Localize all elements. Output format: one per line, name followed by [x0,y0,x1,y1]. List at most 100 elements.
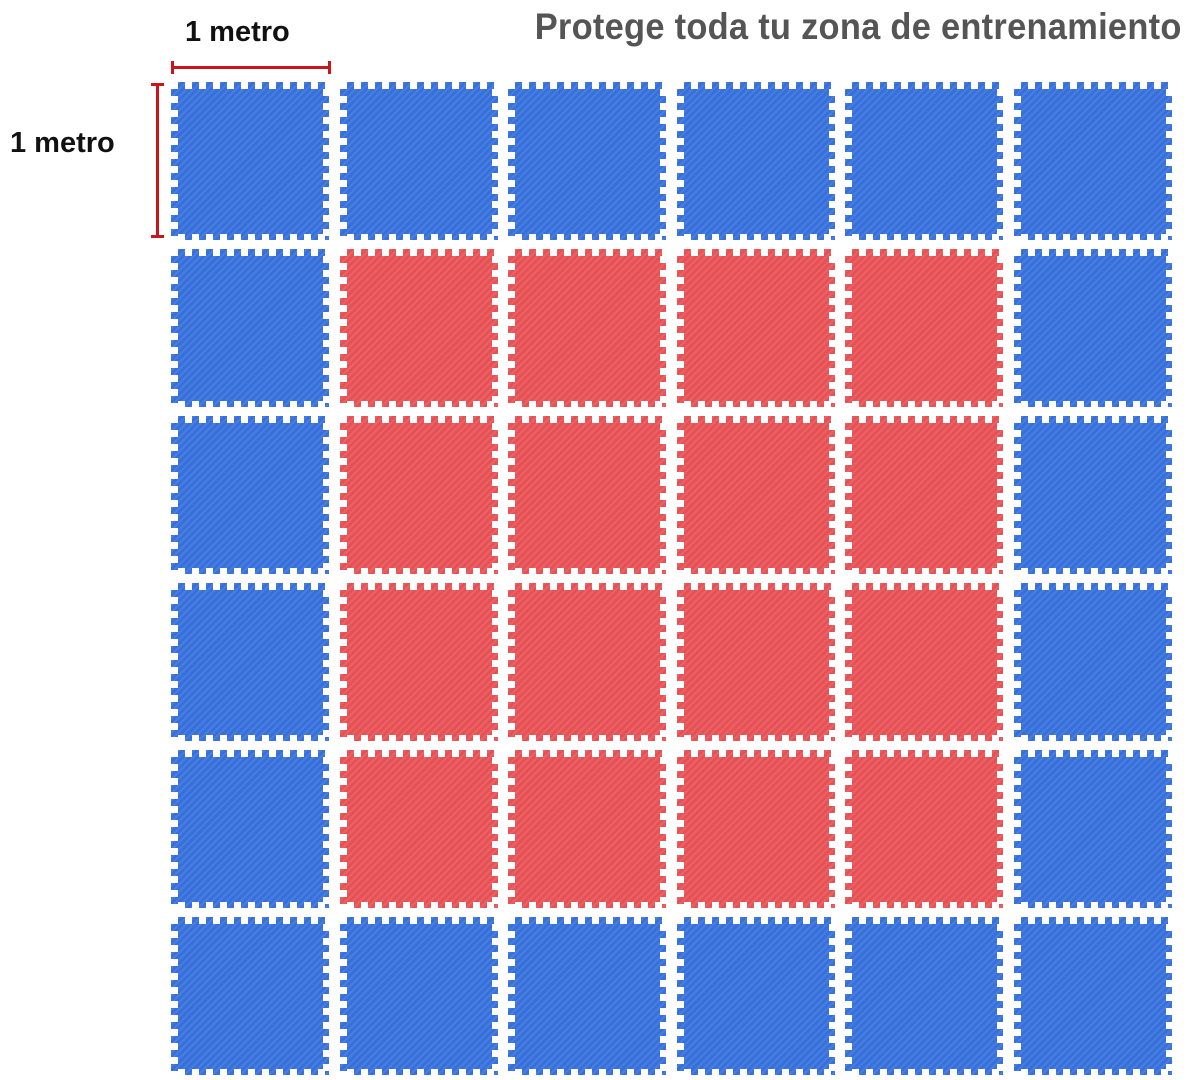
mat-tile-blue [1013,416,1172,574]
mat-tile-red [845,583,1003,741]
mat-tile-blue [676,82,835,240]
tile-edge-notch [1165,416,1172,574]
mat-tile-red [508,249,666,407]
mat-tile-red [676,583,835,741]
width-dimension-label: 1 metro [185,16,290,48]
tile-edge-notch [171,1069,329,1075]
mat-tile-blue [171,917,329,1075]
mat-tile-red [508,583,666,741]
tile-edge-notch [660,82,666,240]
tile-edge-notch [508,735,666,741]
width-dimension-marker [171,61,331,74]
mat-tile-grid [171,82,1172,1075]
mat-tile-blue [845,917,1003,1075]
tile-edge-notch [491,750,498,908]
tile-edge-notch [339,568,498,574]
tile-edge-notch [171,234,329,240]
tile-edge-notch [997,82,1003,240]
tile-edge-notch [323,583,329,741]
tile-edge-notch [491,82,498,240]
tile-edge-notch [1013,1069,1172,1075]
tile-edge-notch [845,568,1003,574]
tile-edge-notch [1165,917,1172,1075]
tile-edge-notch [508,1069,666,1075]
tile-edge-notch [508,401,666,407]
tile-edge-notch [339,1069,498,1075]
mat-tile-blue [171,249,329,407]
tile-edge-notch [171,401,329,407]
tile-edge-notch [508,902,666,908]
tile-edge-notch [660,750,666,908]
tile-edge-notch [828,750,835,908]
tile-edge-notch [1165,249,1172,407]
tile-edge-notch [845,234,1003,240]
mat-tile-red [339,249,498,407]
tile-edge-notch [491,249,498,407]
tile-edge-notch [997,249,1003,407]
tile-edge-notch [660,917,666,1075]
tile-edge-notch [339,234,498,240]
tile-edge-notch [828,583,835,741]
tile-edge-notch [1165,82,1172,240]
tile-edge-notch [339,401,498,407]
mat-tile-blue [508,82,666,240]
tile-edge-notch [676,902,835,908]
mat-tile-red [339,583,498,741]
mat-tile-red [845,750,1003,908]
tile-edge-notch [828,82,835,240]
mat-tile-blue [1013,750,1172,908]
tile-edge-notch [828,416,835,574]
mat-tile-red [845,416,1003,574]
tile-edge-notch [676,234,835,240]
mat-tile-red [676,416,835,574]
tile-edge-notch [997,750,1003,908]
mat-tile-blue [171,416,329,574]
tile-edge-notch [828,917,835,1075]
tile-edge-notch [323,750,329,908]
mat-tile-red [676,249,835,407]
mat-tile-blue [1013,917,1172,1075]
tile-edge-notch [491,416,498,574]
tile-edge-notch [845,1069,1003,1075]
tile-edge-notch [676,568,835,574]
mat-tile-blue [171,583,329,741]
tile-edge-notch [845,735,1003,741]
page-title: Protege toda tu zona de entrenamiento [535,6,1182,47]
tile-edge-notch [1165,750,1172,908]
mat-tile-red [339,416,498,574]
mat-tile-blue [508,917,666,1075]
tile-edge-notch [676,401,835,407]
tile-edge-notch [171,735,329,741]
tile-edge-notch [997,917,1003,1075]
tile-edge-notch [171,902,329,908]
tile-edge-notch [339,735,498,741]
tile-edge-notch [676,1069,835,1075]
tile-edge-notch [660,249,666,407]
mat-tile-blue [845,82,1003,240]
tile-edge-notch [845,902,1003,908]
tile-edge-notch [171,568,329,574]
tile-edge-notch [508,234,666,240]
tile-edge-notch [491,583,498,741]
tile-edge-notch [1013,401,1172,407]
mat-tile-red [508,416,666,574]
tile-edge-notch [323,917,329,1075]
tile-edge-notch [845,401,1003,407]
mat-tile-blue [1013,82,1172,240]
mat-tile-blue [676,917,835,1075]
tile-edge-notch [1013,735,1172,741]
tile-edge-notch [339,902,498,908]
tile-edge-notch [676,735,835,741]
mat-tile-blue [171,82,329,240]
tile-edge-notch [1013,902,1172,908]
mat-tile-red [339,750,498,908]
tile-edge-notch [660,416,666,574]
mat-tile-blue [339,917,498,1075]
tile-edge-notch [323,82,329,240]
tile-edge-notch [508,568,666,574]
height-dimension-label: 1 metro [10,127,115,159]
tile-edge-notch [491,917,498,1075]
tile-edge-notch [997,416,1003,574]
tile-edge-notch [323,249,329,407]
mat-tile-red [508,750,666,908]
